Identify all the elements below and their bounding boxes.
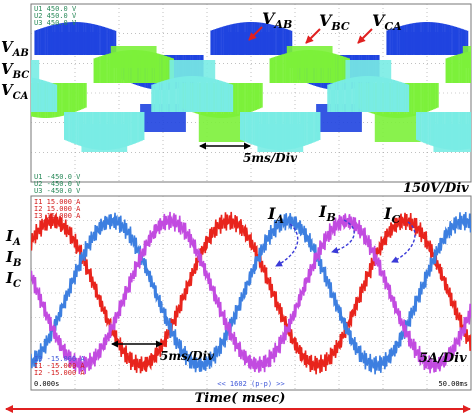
voltage-time-div-label: 5ms/Div	[243, 151, 298, 165]
pwm-block	[81, 124, 128, 152]
vt-readout-3: U3 450.0 V	[34, 19, 77, 27]
curve-tag-i3: I3	[158, 278, 166, 286]
pwm-block	[374, 114, 421, 142]
series-ic	[31, 211, 471, 375]
voltage-panel: U1 450.0 V U2 450.0 V U3 450.0 V U1 -450…	[30, 3, 472, 196]
current-time-div-label: 5ms/Div	[160, 349, 215, 363]
footer-center: << 1602 (p-p) >>	[217, 380, 284, 388]
pwm-block	[110, 46, 157, 68]
current-trace	[31, 211, 471, 375]
row-label-ic: IC	[5, 269, 21, 290]
vt-readout-1: U1 450.0 V	[34, 5, 77, 13]
current-trace	[31, 211, 471, 375]
callout-ib-arrow	[331, 219, 355, 254]
callout-vca: VCA	[357, 11, 402, 44]
cb-readout-3: I2 -15.000 A	[34, 369, 85, 377]
vt-readout-2: U2 450.0 V	[34, 12, 77, 20]
pwm-block	[169, 60, 216, 82]
footer-end: 50.00ms	[438, 380, 468, 388]
scope-footer: 0.000s << 1602 (p-p) >> 50.00ms	[34, 380, 468, 388]
pwm-block	[433, 124, 471, 152]
row-label-ib: IB	[5, 248, 21, 269]
row-label-vca: VCA	[1, 81, 29, 102]
row-label-vab: VAB	[1, 38, 29, 59]
callout-vab: VAB	[248, 9, 292, 41]
callout-ib-label: IB	[318, 202, 336, 224]
ct-readout-1: I1 15.000 A	[34, 198, 81, 206]
voltage-scale-label: 150V/Div	[403, 181, 469, 196]
callout-ic-label: IC	[383, 204, 400, 226]
callout-ia-label: IA	[267, 204, 284, 226]
current-trace	[31, 211, 471, 375]
series-ia	[31, 211, 471, 375]
pwm-block	[345, 60, 392, 82]
callout-vbc-label: VBC	[319, 11, 350, 33]
voltage-readouts-bottom: U1 -450.0 V U2 -450.0 V U3 -450.0 V	[34, 173, 81, 195]
callout-vab-arrow	[248, 26, 263, 41]
current-curve-tags: I1 I2 I3	[110, 278, 166, 286]
voltage-row-labels: VAB VBC VCA	[1, 38, 29, 102]
ct-readout-3: I3 15.000 A	[34, 212, 81, 220]
callout-ia: IA	[267, 204, 299, 267]
callout-vbc-arrow	[305, 28, 321, 44]
voltage-readouts-top: U1 450.0 V U2 450.0 V U3 450.0 V	[34, 5, 77, 27]
callout-vab-label: VAB	[262, 9, 292, 31]
current-readouts-top: I1 15.000 A I2 15.000 A I3 15.000 A	[34, 198, 81, 220]
pwm-block	[462, 46, 471, 68]
pwm-block	[198, 114, 245, 142]
cb-readout-2: I1 -15.000 A	[34, 362, 85, 370]
current-scale-label: 5A/Div	[419, 351, 467, 366]
pwm-block	[404, 32, 450, 54]
pwm-block	[286, 46, 333, 68]
callout-ic-arrow	[391, 221, 416, 263]
row-label-ia: IA	[5, 227, 21, 248]
callout-ib: IB	[318, 202, 355, 254]
ct-readout-2: I2 15.000 A	[34, 205, 81, 213]
current-readouts-bottom: I3 -15.000 A I1 -15.000 A I2 -15.000 A	[34, 355, 85, 377]
row-label-vbc: VBC	[1, 60, 29, 81]
vb-readout-2: U2 -450.0 V	[34, 180, 81, 188]
pwm-block	[228, 32, 274, 54]
curve-tag-i1: I1	[110, 278, 118, 286]
series-ib	[31, 211, 471, 375]
pwm-block	[257, 124, 304, 152]
time-axis-label: Time( msec)	[195, 391, 286, 406]
callout-vca-label: VCA	[372, 11, 402, 33]
pwm-block	[52, 32, 98, 54]
vb-readout-1: U1 -450.0 V	[34, 173, 81, 181]
pwm-block	[31, 60, 40, 82]
callout-vca-arrow	[357, 28, 373, 44]
current-panel: I1 15.000 A I2 15.000 A I3 15.000 A I3 -…	[30, 195, 472, 391]
current-row-labels: IA IB IC	[5, 227, 21, 290]
vb-readout-3: U3 -450.0 V	[34, 187, 81, 195]
cb-readout-1: I3 -15.000 A	[34, 355, 85, 363]
curve-tag-i2: I2	[132, 278, 140, 286]
voltage-waveforms	[31, 22, 471, 152]
current-waveforms	[31, 211, 471, 375]
callout-vbc: VBC	[305, 11, 350, 44]
footer-start: 0.000s	[34, 380, 59, 388]
callout-ic: IC	[383, 204, 416, 263]
channel-marker: U1	[90, 104, 98, 112]
callout-ia-arrow	[275, 223, 299, 267]
series-vca	[31, 60, 471, 152]
